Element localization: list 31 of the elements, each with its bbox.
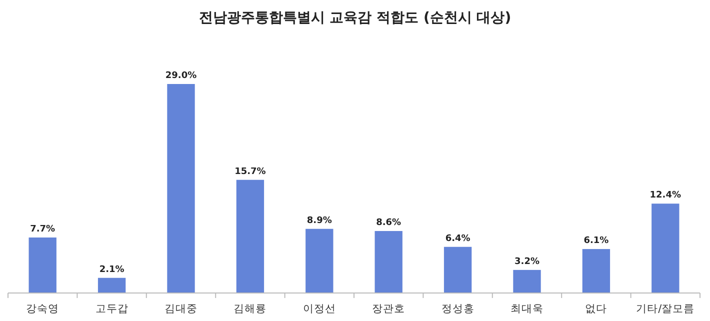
data-label: 15.7% xyxy=(234,166,266,177)
chart-title: 전남광주통합특별시 교육감 적합도 (순천시 대상) xyxy=(198,10,512,26)
data-label: 29.0% xyxy=(165,71,197,81)
data-label: 6.4% xyxy=(445,234,470,244)
bar xyxy=(236,180,264,293)
bar xyxy=(98,278,126,293)
x-tick-label: 강숙영 xyxy=(26,303,60,315)
bar xyxy=(652,204,680,293)
data-label: 12.4% xyxy=(650,190,682,201)
x-tick-label: 최대욱 xyxy=(510,303,544,315)
x-tick-label: 없다 xyxy=(585,303,608,315)
data-label: 7.7% xyxy=(30,224,56,235)
bar xyxy=(306,228,334,293)
data-label: 6.1% xyxy=(584,236,609,246)
x-tick-label: 김해룡 xyxy=(234,303,267,315)
x-tick-label: 장관호 xyxy=(372,303,406,315)
data-label: 8.6% xyxy=(376,218,402,228)
data-label: 2.1% xyxy=(99,264,124,275)
bar xyxy=(374,231,402,293)
x-tick-label: 이정선 xyxy=(302,303,336,315)
data-label: 3.2% xyxy=(514,256,540,267)
bar xyxy=(513,270,541,293)
bar xyxy=(444,246,472,293)
bar xyxy=(167,84,195,293)
x-tick-label: 김대중 xyxy=(164,303,198,315)
x-tick-label: 고두갑 xyxy=(95,303,128,315)
bar xyxy=(582,249,610,293)
bar xyxy=(28,238,56,293)
x-tick-label: 기타/잘모름 xyxy=(636,303,695,315)
data-label: 8.9% xyxy=(306,216,332,226)
x-tick-label: 정성홍 xyxy=(441,303,474,315)
